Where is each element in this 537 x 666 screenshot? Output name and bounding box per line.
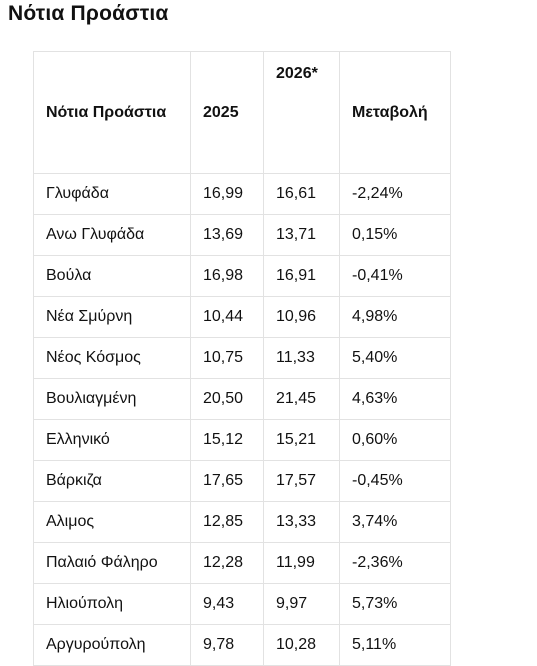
cell-2026: 10,96 bbox=[263, 296, 340, 338]
cell-2026: 16,61 bbox=[263, 173, 340, 215]
cell-2025: 13,69 bbox=[190, 214, 264, 256]
cell-change: -2,24% bbox=[339, 173, 451, 215]
cell-2025: 10,75 bbox=[190, 337, 264, 379]
cell-area: Αλιμος bbox=[33, 501, 191, 543]
cell-area: Γλυφάδα bbox=[33, 173, 191, 215]
cell-area: Αργυρούπολη bbox=[33, 624, 191, 666]
cell-area: Ηλιούπολη bbox=[33, 583, 191, 625]
cell-2025: 20,50 bbox=[190, 378, 264, 420]
cell-change: -0,45% bbox=[339, 460, 451, 502]
cell-2025: 10,44 bbox=[190, 296, 264, 338]
table-row: Βάρκιζα 17,65 17,57 -0,45% bbox=[33, 460, 451, 502]
cell-2025: 16,99 bbox=[190, 173, 264, 215]
cell-change: -2,36% bbox=[339, 542, 451, 584]
cell-area: Παλαιό Φάληρο bbox=[33, 542, 191, 584]
cell-change: 5,73% bbox=[339, 583, 451, 625]
cell-change: 4,98% bbox=[339, 296, 451, 338]
table-row: Ηλιούπολη 9,43 9,97 5,73% bbox=[33, 583, 451, 625]
cell-area: Βουλιαγμένη bbox=[33, 378, 191, 420]
table-row: Ανω Γλυφάδα 13,69 13,71 0,15% bbox=[33, 214, 451, 256]
cell-area: Ανω Γλυφάδα bbox=[33, 214, 191, 256]
cell-2025: 12,28 bbox=[190, 542, 264, 584]
cell-area: Βάρκιζα bbox=[33, 460, 191, 502]
header-change: Μεταβολή bbox=[339, 51, 451, 174]
table-row: Βούλα 16,98 16,91 -0,41% bbox=[33, 255, 451, 297]
table-row: Αλιμος 12,85 13,33 3,74% bbox=[33, 501, 451, 543]
cell-2026: 16,91 bbox=[263, 255, 340, 297]
cell-2026: 21,45 bbox=[263, 378, 340, 420]
cell-2026: 13,71 bbox=[263, 214, 340, 256]
cell-2025: 9,78 bbox=[190, 624, 264, 666]
cell-change: 0,60% bbox=[339, 419, 451, 461]
table-row: Γλυφάδα 16,99 16,61 -2,24% bbox=[33, 173, 451, 215]
cell-2026: 15,21 bbox=[263, 419, 340, 461]
cell-2025: 9,43 bbox=[190, 583, 264, 625]
cell-area: Βούλα bbox=[33, 255, 191, 297]
cell-area: Νέα Σμύρνη bbox=[33, 296, 191, 338]
cell-2026: 9,97 bbox=[263, 583, 340, 625]
cell-2026: 17,57 bbox=[263, 460, 340, 502]
cell-2025: 15,12 bbox=[190, 419, 264, 461]
cell-area: Νέος Κόσμος bbox=[33, 337, 191, 379]
cell-2026: 11,99 bbox=[263, 542, 340, 584]
table-row: Βουλιαγμένη 20,50 21,45 4,63% bbox=[33, 378, 451, 420]
table-row: Νέα Σμύρνη 10,44 10,96 4,98% bbox=[33, 296, 451, 338]
cell-change: 3,74% bbox=[339, 501, 451, 543]
cell-2025: 12,85 bbox=[190, 501, 264, 543]
header-area: Νότια Προάστια bbox=[33, 51, 191, 174]
cell-area: Ελληνικό bbox=[33, 419, 191, 461]
cell-change: 4,63% bbox=[339, 378, 451, 420]
cell-2025: 17,65 bbox=[190, 460, 264, 502]
cell-change: 0,15% bbox=[339, 214, 451, 256]
header-2026: 2026* bbox=[263, 51, 340, 174]
cell-2026: 11,33 bbox=[263, 337, 340, 379]
table-row: Παλαιό Φάληρο 12,28 11,99 -2,36% bbox=[33, 542, 451, 584]
cell-2025: 16,98 bbox=[190, 255, 264, 297]
cell-change: 5,40% bbox=[339, 337, 451, 379]
cell-change: 5,11% bbox=[339, 624, 451, 666]
cell-2026: 13,33 bbox=[263, 501, 340, 543]
cell-change: -0,41% bbox=[339, 255, 451, 297]
table-header-row: Νότια Προάστια 2025 2026* Μεταβολή bbox=[33, 51, 451, 174]
table-row: Νέος Κόσμος 10,75 11,33 5,40% bbox=[33, 337, 451, 379]
page-title: Νότια Προάστια bbox=[8, 2, 169, 25]
table-row: Αργυρούπολη 9,78 10,28 5,11% bbox=[33, 624, 451, 666]
header-2025: 2025 bbox=[190, 51, 264, 174]
table-row: Ελληνικό 15,12 15,21 0,60% bbox=[33, 419, 451, 461]
cell-2026: 10,28 bbox=[263, 624, 340, 666]
price-table: Νότια Προάστια 2025 2026* Μεταβολή Γλυφά… bbox=[33, 51, 451, 666]
